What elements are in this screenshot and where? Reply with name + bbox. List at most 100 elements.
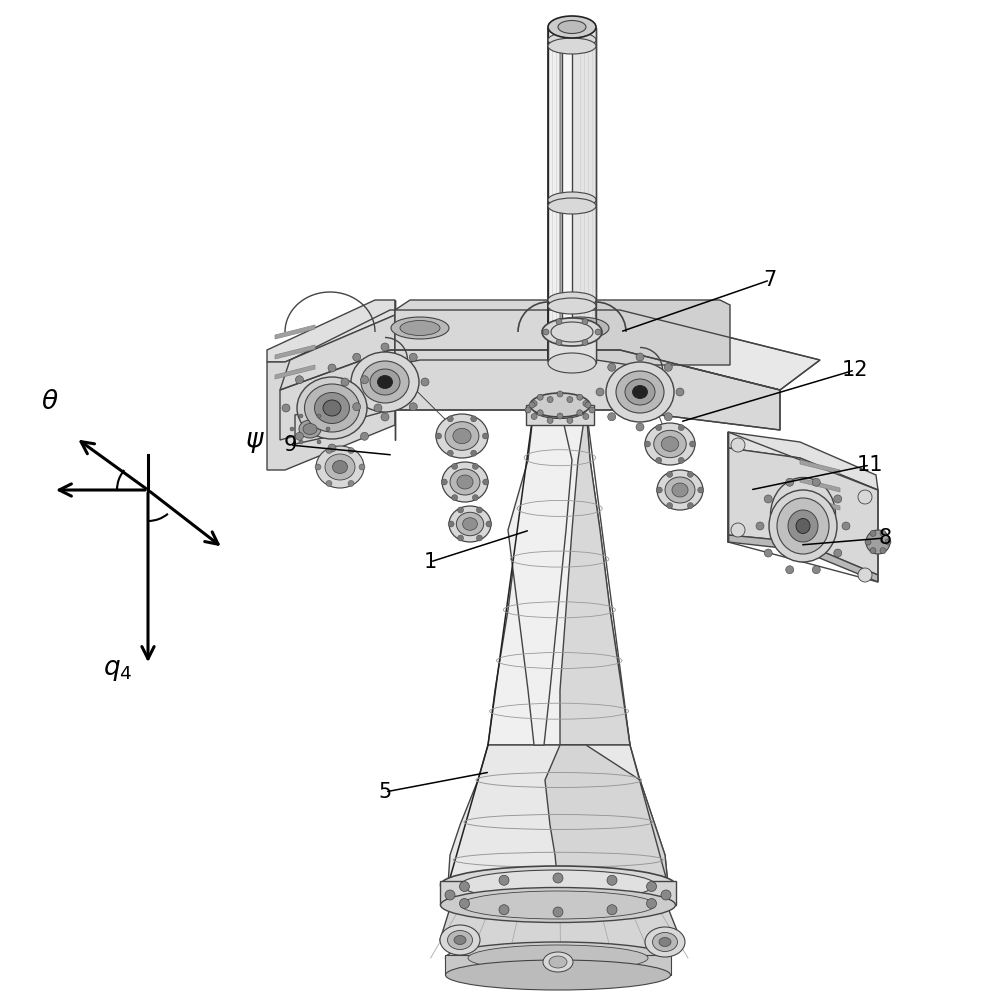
Circle shape (476, 507, 482, 513)
Circle shape (374, 404, 382, 412)
Ellipse shape (769, 490, 837, 562)
Circle shape (361, 432, 369, 440)
Circle shape (295, 376, 303, 384)
Circle shape (537, 394, 543, 400)
Circle shape (834, 549, 842, 557)
Ellipse shape (548, 198, 596, 214)
Circle shape (577, 410, 583, 416)
Circle shape (582, 319, 588, 325)
Ellipse shape (446, 960, 670, 990)
Ellipse shape (548, 38, 596, 54)
Ellipse shape (436, 414, 488, 458)
Circle shape (556, 339, 562, 345)
Circle shape (786, 566, 794, 574)
Circle shape (472, 495, 478, 501)
Ellipse shape (788, 510, 818, 542)
Text: 12: 12 (842, 360, 868, 380)
Circle shape (459, 882, 469, 892)
Polygon shape (596, 300, 730, 365)
Ellipse shape (460, 891, 656, 919)
Circle shape (664, 413, 672, 421)
Circle shape (764, 549, 772, 557)
Circle shape (661, 890, 671, 900)
Circle shape (421, 378, 429, 386)
Text: 7: 7 (763, 270, 777, 290)
Ellipse shape (548, 353, 596, 373)
Circle shape (870, 530, 876, 536)
Circle shape (567, 417, 573, 423)
Polygon shape (562, 28, 572, 360)
Ellipse shape (391, 317, 449, 339)
Ellipse shape (645, 927, 685, 957)
Ellipse shape (457, 475, 473, 489)
Circle shape (656, 457, 662, 463)
Circle shape (567, 397, 573, 403)
Circle shape (326, 448, 332, 454)
Circle shape (842, 522, 850, 530)
Ellipse shape (314, 392, 350, 424)
Circle shape (381, 343, 389, 351)
Ellipse shape (370, 369, 400, 395)
Ellipse shape (777, 498, 829, 554)
Ellipse shape (665, 477, 695, 503)
Text: 11: 11 (857, 455, 883, 475)
Circle shape (448, 521, 454, 527)
Circle shape (359, 464, 365, 470)
Circle shape (557, 413, 563, 419)
Polygon shape (275, 325, 315, 339)
Polygon shape (545, 745, 668, 885)
Ellipse shape (361, 361, 409, 403)
Circle shape (678, 457, 684, 463)
Ellipse shape (616, 371, 664, 413)
Ellipse shape (325, 454, 355, 480)
Ellipse shape (351, 352, 419, 412)
Circle shape (543, 329, 549, 335)
Circle shape (452, 463, 458, 469)
Polygon shape (267, 315, 395, 470)
Circle shape (731, 523, 745, 537)
Bar (445, 955, 671, 975)
Text: $\theta$: $\theta$ (41, 389, 59, 415)
Circle shape (595, 329, 601, 335)
Ellipse shape (449, 506, 491, 542)
Text: $q_4$: $q_4$ (103, 657, 133, 683)
Circle shape (531, 401, 537, 407)
Ellipse shape (440, 925, 480, 955)
Circle shape (459, 898, 469, 908)
Ellipse shape (299, 420, 321, 438)
Circle shape (596, 388, 604, 396)
Polygon shape (448, 745, 668, 885)
Circle shape (472, 463, 478, 469)
Circle shape (499, 875, 509, 885)
Circle shape (436, 433, 442, 439)
Circle shape (315, 464, 321, 470)
Circle shape (328, 444, 336, 452)
Ellipse shape (542, 318, 602, 346)
Ellipse shape (551, 322, 593, 342)
Polygon shape (275, 345, 315, 359)
Ellipse shape (661, 437, 679, 451)
Circle shape (341, 378, 349, 386)
Ellipse shape (548, 16, 596, 38)
Circle shape (636, 423, 644, 431)
Circle shape (441, 479, 447, 485)
Ellipse shape (460, 870, 656, 900)
Ellipse shape (548, 32, 596, 48)
Ellipse shape (453, 428, 471, 444)
Circle shape (858, 490, 872, 504)
Ellipse shape (463, 518, 477, 530)
Circle shape (381, 413, 389, 421)
Circle shape (529, 402, 535, 408)
Ellipse shape (454, 936, 466, 944)
Circle shape (458, 507, 464, 513)
Ellipse shape (442, 462, 488, 502)
Circle shape (582, 339, 588, 345)
Circle shape (664, 363, 672, 371)
Ellipse shape (323, 400, 341, 416)
Circle shape (531, 413, 537, 419)
Circle shape (471, 416, 477, 422)
Circle shape (295, 432, 303, 440)
Circle shape (299, 414, 303, 418)
Circle shape (636, 353, 644, 361)
Ellipse shape (659, 938, 671, 946)
